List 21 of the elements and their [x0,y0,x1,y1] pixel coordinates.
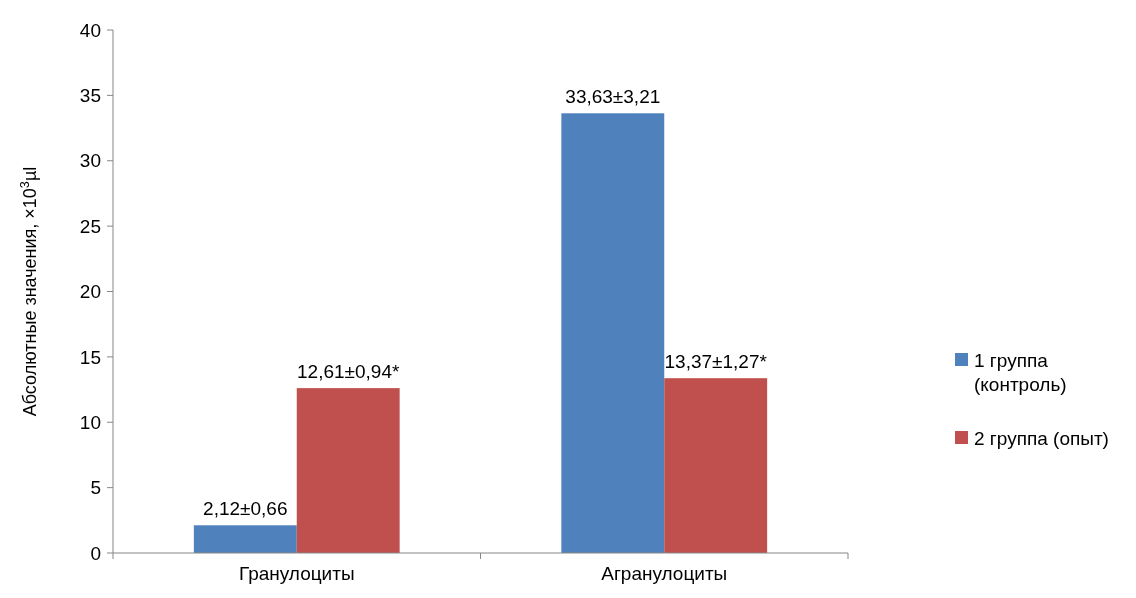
y-tick-label: 30 [79,150,101,172]
x-tick-label: Агранулоциты [601,563,728,584]
data-label: 13,37±1,27* [664,351,768,373]
legend-label: 1 группа (контроль) [974,349,1067,396]
y-tick-label: 0 [90,542,101,564]
y-tick-label: 20 [79,281,101,303]
y-tick-label: 15 [79,346,101,368]
data-label: 2,12±0,66 [203,498,288,520]
x-tick-label: Гранулоциты [238,563,355,584]
data-label: 33,63±3,21 [565,86,661,108]
y-tick-label: 5 [90,477,101,499]
data-label: 12,61±0,94* [297,361,400,383]
y-tick-label: 35 [79,85,101,107]
bar [664,378,768,553]
bar [561,113,665,553]
legend-label: 2 группа (опыт) [974,427,1109,449]
y-tick-label: 25 [79,215,101,237]
bar [296,388,400,553]
y-tick-label: 10 [79,411,101,433]
bar [193,525,297,553]
y-tick-label: 40 [79,19,101,41]
